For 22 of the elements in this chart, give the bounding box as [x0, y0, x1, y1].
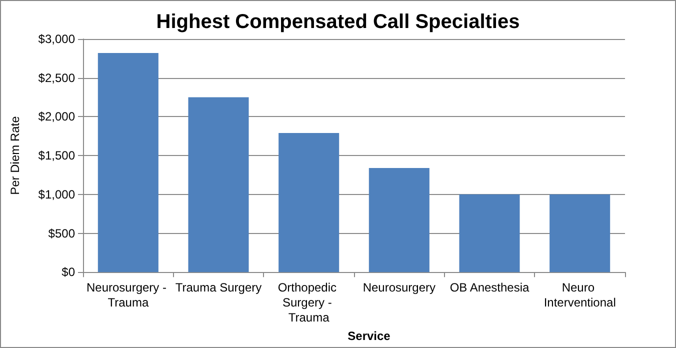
bar: [550, 194, 610, 272]
x-axis-title: Service: [348, 329, 391, 343]
x-tick-label: Neurosurgery - Trauma: [86, 280, 170, 310]
x-tick-label: Orthopedic Surgery - Trauma: [278, 280, 340, 325]
y-tick-label: $1,500: [38, 148, 76, 163]
y-axis-title: Per Diem Rate: [8, 116, 22, 195]
bar: [278, 133, 340, 272]
bar: [368, 168, 430, 272]
y-tick-label: $3,000: [38, 32, 76, 46]
y-tick-label: $500: [48, 226, 76, 240]
bar: [459, 194, 520, 272]
y-tick-label: $2,500: [38, 70, 76, 85]
y-tick-label: $1,000: [38, 187, 76, 202]
bar: [188, 97, 249, 272]
y-tick-label: $2,000: [38, 110, 76, 124]
x-tick-label: Neurosurgery: [362, 280, 436, 295]
x-tick-label: OB Anesthesia: [450, 280, 530, 295]
x-tick-label: Neuro Interventional: [544, 280, 616, 310]
y-tick-label: $0: [62, 265, 76, 280]
x-tick-label: Trauma Surgery: [175, 280, 262, 295]
chart-title: Highest Compensated Call Specialties: [156, 11, 520, 33]
bar: [98, 52, 158, 272]
